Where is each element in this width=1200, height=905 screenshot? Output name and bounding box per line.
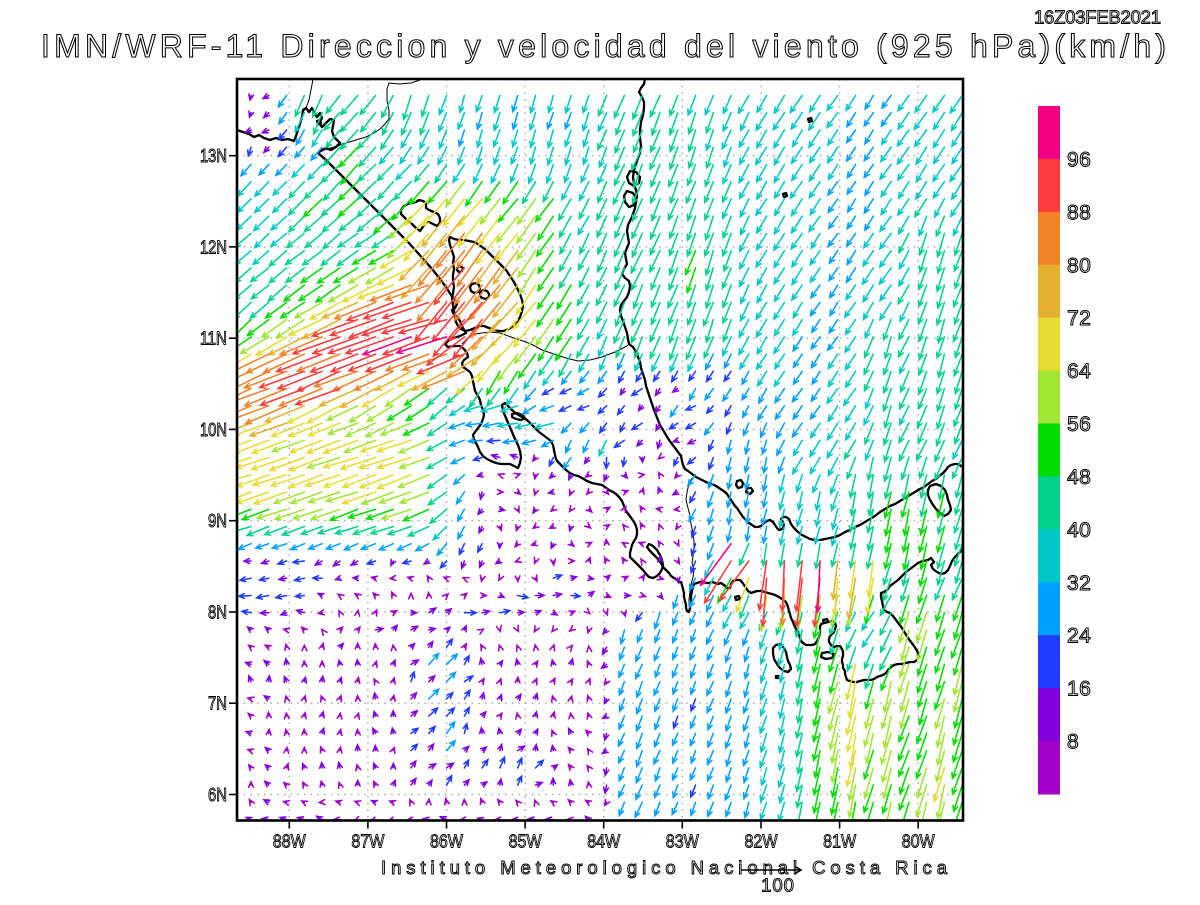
svg-text:6N: 6N: [208, 784, 227, 805]
svg-text:12N: 12N: [200, 236, 227, 257]
svg-text:13N: 13N: [200, 145, 227, 166]
svg-text:80W: 80W: [902, 831, 935, 852]
svg-text:88W: 88W: [273, 831, 306, 852]
svg-text:64: 64: [1067, 360, 1091, 383]
svg-text:85W: 85W: [509, 831, 542, 852]
svg-text:96: 96: [1067, 148, 1091, 171]
svg-text:72: 72: [1067, 307, 1091, 330]
svg-text:100: 100: [761, 875, 795, 896]
svg-text:Instituto Meteorologico Nacion: Instituto Meteorologico Nacional Costa R…: [381, 857, 948, 878]
svg-text:7N: 7N: [208, 693, 227, 714]
svg-text:56: 56: [1067, 413, 1091, 436]
svg-text:84W: 84W: [587, 831, 620, 852]
svg-text:24: 24: [1067, 625, 1091, 648]
svg-text:87W: 87W: [351, 831, 384, 852]
svg-text:8: 8: [1067, 731, 1079, 754]
svg-text:82W: 82W: [745, 831, 778, 852]
svg-text:48: 48: [1067, 466, 1091, 489]
svg-text:32: 32: [1067, 572, 1091, 595]
svg-text:88: 88: [1067, 201, 1091, 224]
svg-text:10N: 10N: [200, 419, 227, 440]
svg-text:16: 16: [1067, 678, 1091, 701]
svg-text:80: 80: [1067, 254, 1091, 277]
svg-text:9N: 9N: [208, 510, 227, 531]
svg-text:11N: 11N: [200, 328, 227, 349]
svg-text:86W: 86W: [430, 831, 463, 852]
svg-text:83W: 83W: [666, 831, 699, 852]
svg-text:8N: 8N: [208, 602, 227, 623]
svg-text:40: 40: [1067, 519, 1091, 542]
svg-text:81W: 81W: [823, 831, 856, 852]
svg-text:16Z03FEB2021: 16Z03FEB2021: [1034, 7, 1161, 28]
